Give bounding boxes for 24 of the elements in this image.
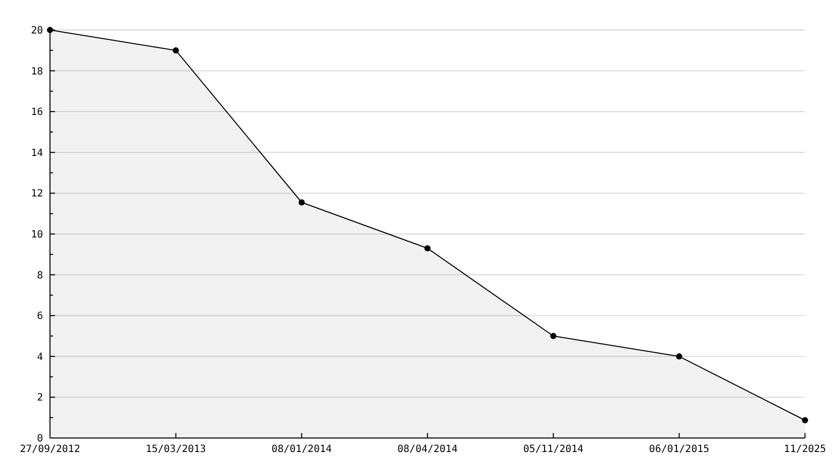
- point: [424, 245, 431, 252]
- x-tick-label: 05/11/2014: [523, 444, 584, 455]
- y-tick-label: 8: [36, 270, 43, 282]
- point: [172, 47, 179, 54]
- x-tick-label: 06/01/2015: [649, 444, 710, 455]
- y-tick-label: 10: [30, 230, 43, 240]
- x-tick-label: 27/09/2012: [20, 444, 80, 455]
- y-tick-label: 18: [30, 66, 43, 78]
- y-tick-label: 12: [30, 188, 43, 200]
- y-tick-label: 4: [36, 352, 43, 363]
- x-tick-label: 15/03/2013: [146, 444, 206, 455]
- y-tick-label: 6: [36, 311, 43, 322]
- point: [298, 199, 305, 206]
- x-tick-label: 11/2025: [784, 444, 826, 455]
- point: [676, 353, 682, 360]
- y-tick-label: 14: [30, 148, 43, 159]
- x-tick-label: 08/01/2014: [272, 444, 332, 455]
- y-tick-label: 0: [36, 434, 43, 444]
- y-tick-label: 2: [36, 392, 43, 404]
- point: [802, 417, 808, 424]
- point: [550, 332, 556, 340]
- y-tick-label: 20: [30, 26, 43, 36]
- x-tick-label: 08/04/2014: [397, 444, 458, 455]
- y-tick-label: 16: [30, 107, 43, 118]
